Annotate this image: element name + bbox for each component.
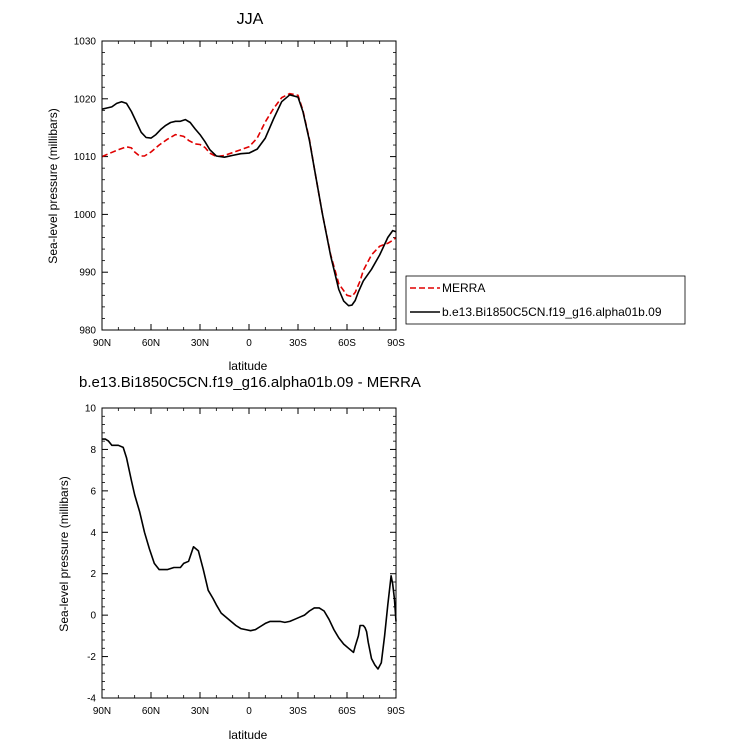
chart2-ytick-label: 8 <box>90 445 96 456</box>
chart1-xlabel: latitude <box>229 359 268 373</box>
chart2-ytick-label: -4 <box>87 694 96 705</box>
chart1-series-line-0 <box>101 92 397 298</box>
chart1-ytick-label: 980 <box>79 326 96 337</box>
chart1-xtick-label: 0 <box>246 338 252 349</box>
chart2-ytick-label: 10 <box>85 404 97 415</box>
chart1-xtick-label: 60S <box>338 338 356 349</box>
legend-box <box>405 275 686 325</box>
chart1-ytick-label: 1020 <box>74 94 97 105</box>
chart1-ytick-label: 1000 <box>74 210 97 221</box>
chart2-plot-border <box>101 407 397 699</box>
chart2-xtick-label: 90S <box>387 706 405 717</box>
chart1-xtick-label: 90S <box>387 338 405 349</box>
chart2-ytick-label: 2 <box>90 569 96 580</box>
chart2-ytick-label: 0 <box>90 611 96 622</box>
chart1-ytick-label: 990 <box>79 268 96 279</box>
chart1-ticks: 980 990 1000 1010 1020 1030 90N 60N 30N 0 30S 60S 90… <box>74 37 405 350</box>
chart1-xtick-label: 30S <box>289 338 307 349</box>
chart2-series-line-0 <box>102 438 397 670</box>
chart2-ytick-label: -2 <box>87 652 96 663</box>
chart2-xlabel: latitude <box>229 728 268 742</box>
chart1-series-line-1 <box>101 94 397 307</box>
chart2-title: b.e13.Bi1850C5CN.f19_g16.alpha01b.09 - M… <box>79 374 421 391</box>
chart2-xtick-label: 0 <box>246 706 252 717</box>
chart2-ytick-label: 6 <box>90 486 96 497</box>
chart1-ytick-label: 1010 <box>74 152 97 163</box>
chart2-xtick-label: 90N <box>93 706 111 717</box>
chart1-xtick-label: 30N <box>191 338 209 349</box>
chart1-ylabel: Sea-level pressure (millibars) <box>46 108 60 263</box>
chart2-ylabel: Sea-level pressure (millibars) <box>57 476 71 631</box>
legend-label-model: b.e13.Bi1850C5CN.f19_g16.alpha01b.09 <box>442 305 662 319</box>
legend-label-merra: MERRA <box>442 281 485 295</box>
chart2-xtick-label: 30N <box>191 706 209 717</box>
chart2-series <box>102 438 397 670</box>
chart2-ticks: -4 -2 0 2 4 6 8 10 90N 60N 30N 0 30S 60S 90S <box>85 404 405 718</box>
chart1-ytick-label: 1030 <box>74 37 97 48</box>
chart2-ytick-label: 4 <box>90 528 96 539</box>
chart1-series <box>101 92 397 307</box>
chart2-xtick-label: 60N <box>142 706 160 717</box>
chart1-title: JJA <box>237 11 264 28</box>
chart1-plot-border <box>101 40 397 331</box>
chart1-xtick-label: 90N <box>93 338 111 349</box>
chart2-xtick-label: 60S <box>338 706 356 717</box>
chart1-xtick-label: 60N <box>142 338 160 349</box>
chart1-legend: MERRA b.e13.Bi1850C5CN.f19_g16.alpha01b.… <box>405 275 686 325</box>
chart2-xtick-label: 30S <box>289 706 307 717</box>
